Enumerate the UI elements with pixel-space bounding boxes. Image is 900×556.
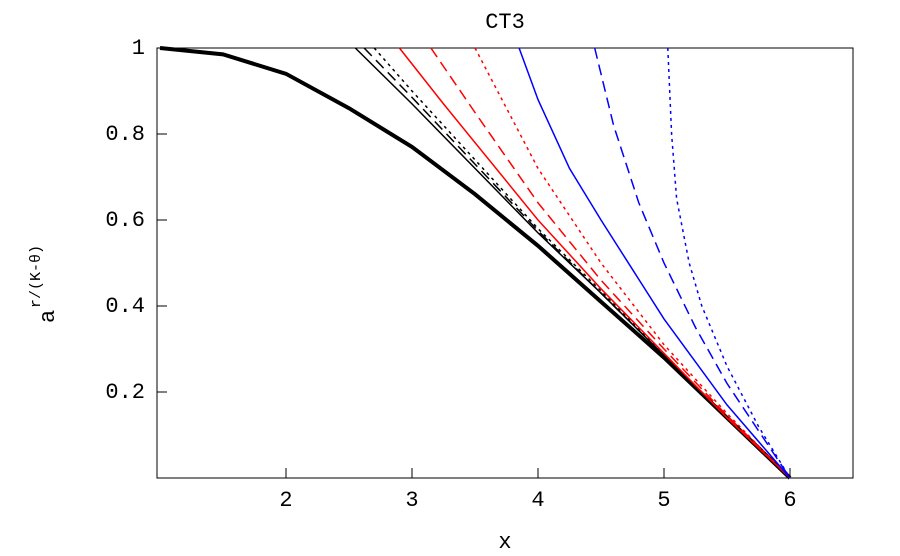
x-tick-label: 5 [657,488,670,513]
line-series [474,47,791,479]
x-axis-label: x [498,530,511,555]
line-series [398,47,791,479]
y-tick-label: 0.4 [105,294,145,319]
plot-frame [156,47,854,479]
y-tick-label: 0.8 [105,122,145,147]
line-series [159,46,792,480]
x-tick-label: 6 [783,488,796,513]
line-series [430,47,791,479]
y-axis-label-base: a [36,310,61,323]
line-series [373,47,791,479]
y-tick-label: 1 [132,36,145,61]
line-series [667,47,791,479]
y-tick-label: 0.2 [105,380,145,405]
chart-title: CT3 [485,10,525,35]
x-tick-label: 3 [405,488,418,513]
y-axis-label: a r/(K-θ) [28,245,61,323]
line-series [593,47,791,479]
y-tick-label: 0.6 [105,208,145,233]
x-tick-label: 4 [531,488,544,513]
line-series [518,47,791,479]
x-tick-label: 2 [279,488,292,513]
y-axis-label-sup: r/(K-θ) [28,245,45,308]
